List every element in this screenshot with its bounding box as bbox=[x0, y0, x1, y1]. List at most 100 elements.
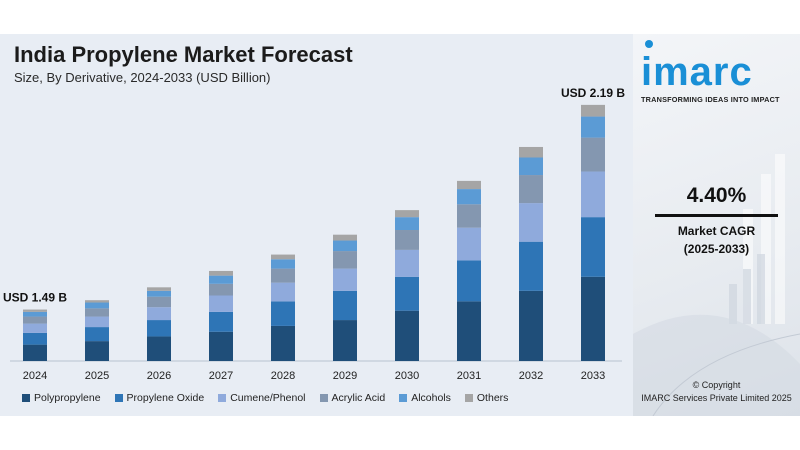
bar-segment-2031-alcohols bbox=[457, 189, 481, 205]
x-tick-label: 2028 bbox=[271, 370, 295, 382]
legend-label: Alcohols bbox=[411, 392, 451, 404]
bar-segment-2025-propylene-oxide bbox=[85, 327, 109, 342]
decorative-background-graphic bbox=[633, 154, 800, 416]
bar-segment-2028-alcohols bbox=[271, 259, 295, 269]
legend-label: Others bbox=[476, 392, 509, 404]
imarc-logo: imarc bbox=[641, 50, 753, 94]
bar-segment-2026-alcohols bbox=[147, 290, 171, 297]
bar-segment-2027-polypropylene bbox=[209, 331, 233, 361]
bar-segment-2031-polypropylene bbox=[457, 301, 481, 361]
bar-segment-2028-propylene-oxide bbox=[271, 301, 295, 326]
bar-segment-2027-cumene-phenol bbox=[209, 295, 233, 312]
bar-segment-2029-cumene-phenol bbox=[333, 268, 357, 291]
legend-swatch bbox=[399, 394, 408, 402]
legend-swatch bbox=[319, 394, 328, 402]
bar-segment-2031-acrylic-acid bbox=[457, 204, 481, 228]
bar-segment-2024-alcohols bbox=[23, 311, 47, 317]
company-name: IMARC Services Private Limited 2025 bbox=[641, 393, 792, 403]
bar-segment-2031-others bbox=[457, 180, 481, 190]
bar-segment-2029-propylene-oxide bbox=[333, 290, 357, 321]
bar-segment-2027-others bbox=[209, 270, 233, 276]
x-tick-label: 2027 bbox=[209, 370, 233, 382]
chart-panel: India Propylene Market Forecast Size, By… bbox=[0, 34, 633, 416]
page-subtitle: Size, By Derivative, 2024-2033 (USD Bill… bbox=[14, 70, 271, 85]
stacked-bar-chart: 2024 2025 2026 2027 2028 2029 2030 2031 2032 2033… bbox=[3, 86, 625, 382]
x-tick-label: 2026 bbox=[147, 370, 171, 382]
bar-segment-2025-polypropylene bbox=[85, 341, 109, 361]
legend-swatch bbox=[464, 394, 473, 402]
bar-segment-2033-others bbox=[581, 104, 605, 117]
bar-segment-2033-acrylic-acid bbox=[581, 137, 605, 172]
bar-segment-2025-alcohols bbox=[85, 302, 109, 309]
x-tick-label: 2033 bbox=[581, 370, 605, 382]
bar-segment-2032-acrylic-acid bbox=[519, 175, 543, 204]
bar-segment-2029-polypropylene bbox=[333, 320, 357, 361]
bar-segment-2028-acrylic-acid bbox=[271, 268, 295, 283]
bar-segment-2026-acrylic-acid bbox=[147, 296, 171, 308]
bar-segment-2033-polypropylene bbox=[581, 276, 605, 361]
legend-label: Cumene/Phenol bbox=[230, 392, 306, 404]
bar-segment-2028-cumene-phenol bbox=[271, 282, 295, 302]
cagr-period: (2025-2033) bbox=[683, 242, 750, 256]
bar-segment-2033-propylene-oxide bbox=[581, 217, 605, 277]
bar-segment-2029-acrylic-acid bbox=[333, 251, 357, 269]
bar-segment-2030-acrylic-acid bbox=[395, 230, 419, 250]
legend-item: Cumene/Phenol bbox=[218, 392, 306, 404]
legend-swatch bbox=[22, 394, 30, 402]
cagr-label: Market CAGR bbox=[677, 224, 756, 238]
bar-segment-2032-propylene-oxide bbox=[519, 241, 543, 291]
legend-item: Acrylic Acid bbox=[319, 392, 386, 404]
copyright-notice: © Copyright bbox=[692, 380, 741, 390]
bar-segment-2027-acrylic-acid bbox=[209, 283, 233, 296]
bar-segment-2024-others bbox=[23, 309, 47, 312]
bar-segment-2024-cumene-phenol bbox=[23, 323, 47, 333]
bar-segment-2025-cumene-phenol bbox=[85, 316, 109, 328]
bar-segment-2033-cumene-phenol bbox=[581, 171, 605, 218]
bar-segment-2025-acrylic-acid bbox=[85, 308, 109, 317]
legend-label: Polypropylene bbox=[34, 392, 101, 404]
bar-segment-2026-cumene-phenol bbox=[147, 307, 171, 321]
bar-segment-2024-propylene-oxide bbox=[23, 332, 47, 345]
infographic-card: India Propylene Market Forecast Size, By… bbox=[0, 34, 800, 416]
bar-segment-2024-acrylic-acid bbox=[23, 316, 47, 324]
bar-segment-2032-alcohols bbox=[519, 157, 543, 176]
x-tick-label: 2032 bbox=[519, 370, 543, 382]
bar-segment-2029-others bbox=[333, 234, 357, 241]
bar-segment-2025-others bbox=[85, 300, 109, 303]
logo-tagline: TRANSFORMING IDEAS INTO IMPACT bbox=[641, 95, 780, 104]
bar-segment-2026-polypropylene bbox=[147, 336, 171, 361]
bar-segment-2032-polypropylene bbox=[519, 290, 543, 361]
bar-segment-2031-cumene-phenol bbox=[457, 227, 481, 261]
bar-segment-2029-alcohols bbox=[333, 240, 357, 252]
bar-segment-2030-alcohols bbox=[395, 217, 419, 231]
x-tick-label: 2030 bbox=[395, 370, 419, 382]
chart-legend: Polypropylene Propylene Oxide Cumene/Pheno… bbox=[22, 392, 508, 404]
legend-label: Propylene Oxide bbox=[126, 392, 205, 404]
legend-label: Acrylic Acid bbox=[331, 392, 386, 404]
legend-item: Alcohols bbox=[399, 392, 451, 404]
logo-dot bbox=[645, 40, 653, 48]
bar-segment-2024-polypropylene bbox=[23, 344, 47, 361]
x-tick-label: 2031 bbox=[457, 370, 481, 382]
legend-swatch bbox=[218, 394, 227, 402]
brand-panel: imarc TRANSFORMING IDEAS INTO IMPACT 4.4… bbox=[633, 34, 800, 416]
page-title: India Propylene Market Forecast bbox=[14, 42, 353, 67]
legend-item: Others bbox=[464, 392, 509, 404]
bar-segment-2027-propylene-oxide bbox=[209, 311, 233, 332]
bar-segment-2030-polypropylene bbox=[395, 310, 419, 361]
x-tick-label: 2029 bbox=[333, 370, 357, 382]
bar-segment-2030-propylene-oxide bbox=[395, 276, 419, 311]
data-label-total: USD 2.19 B bbox=[561, 86, 625, 100]
bar-segment-2033-alcohols bbox=[581, 116, 605, 138]
bar-segment-2030-cumene-phenol bbox=[395, 249, 419, 277]
legend-item: Polypropylene bbox=[22, 392, 101, 404]
bar-segment-2026-propylene-oxide bbox=[147, 320, 171, 337]
cagr-value: 4.40% bbox=[686, 184, 747, 207]
x-tick-label: 2025 bbox=[85, 370, 109, 382]
bar-segment-2028-others bbox=[271, 254, 295, 260]
bar-segment-2030-others bbox=[395, 210, 419, 218]
bar-segment-2032-others bbox=[519, 146, 543, 158]
x-tick-label: 2024 bbox=[23, 370, 47, 382]
bar-segment-2032-cumene-phenol bbox=[519, 203, 543, 242]
legend-item: Propylene Oxide bbox=[114, 392, 205, 404]
